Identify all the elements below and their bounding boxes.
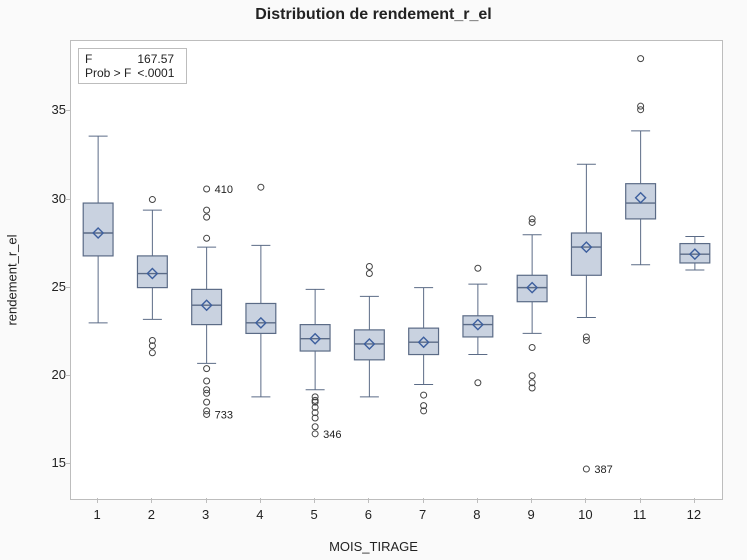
y-axis-label: rendement_r_el bbox=[5, 234, 20, 325]
x-tick-label: 8 bbox=[473, 507, 480, 522]
x-tick-label: 9 bbox=[528, 507, 535, 522]
legend-stat2-value: <.0001 bbox=[137, 66, 180, 80]
x-tick-label: 10 bbox=[578, 507, 592, 522]
x-tick-label: 5 bbox=[311, 507, 318, 522]
plot-area: 410 733 346 387 bbox=[70, 40, 723, 500]
chart-frame: Distribution de rendement_r_el rendement… bbox=[0, 0, 747, 560]
outlier-label: 346 bbox=[323, 429, 341, 441]
outlier-label: 733 bbox=[215, 409, 233, 421]
legend-stat1-label: F bbox=[85, 52, 137, 66]
chart-title: Distribution de rendement_r_el bbox=[0, 6, 747, 24]
y-tick-label: 30 bbox=[40, 191, 66, 206]
stats-legend: F167.57 Prob > F<.0001 bbox=[78, 48, 187, 84]
x-axis-label: MOIS_TIRAGE bbox=[0, 539, 747, 554]
legend-stat2-label: Prob > F bbox=[85, 66, 137, 80]
boxplot-svg: 410 733 346 387 bbox=[71, 41, 722, 499]
x-tick-label: 3 bbox=[202, 507, 209, 522]
legend-stat1-value: 167.57 bbox=[137, 52, 180, 66]
outlier-label: 410 bbox=[215, 184, 233, 196]
x-tick-label: 7 bbox=[419, 507, 426, 522]
x-tick-label: 6 bbox=[365, 507, 372, 522]
y-tick-label: 20 bbox=[40, 367, 66, 382]
x-tick-label: 4 bbox=[256, 507, 263, 522]
y-tick-label: 15 bbox=[40, 455, 66, 470]
x-tick-label: 1 bbox=[94, 507, 101, 522]
y-tick-label: 25 bbox=[40, 279, 66, 294]
y-tick-label: 35 bbox=[40, 102, 66, 117]
x-tick-label: 12 bbox=[687, 507, 701, 522]
outlier-label: 387 bbox=[594, 464, 612, 476]
x-tick-label: 2 bbox=[148, 507, 155, 522]
x-tick-label: 11 bbox=[633, 507, 647, 522]
